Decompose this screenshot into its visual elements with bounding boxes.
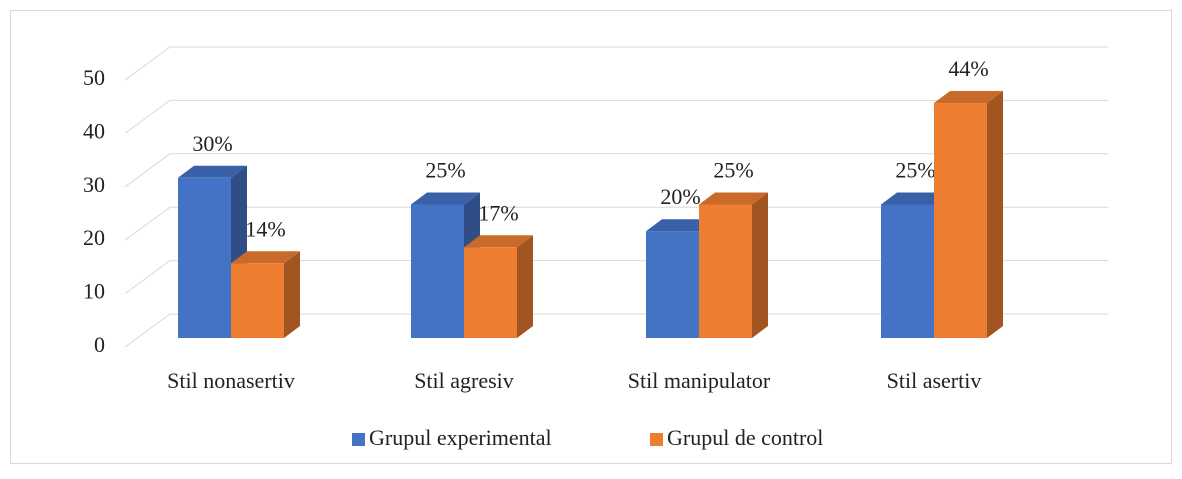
x-tick-label: Stil nonasertiv	[167, 368, 295, 393]
y-tick-label: 10	[83, 279, 105, 304]
grid-line	[124, 46, 1108, 81]
bar-top	[411, 192, 480, 205]
bar	[699, 204, 752, 338]
bar-top	[699, 192, 768, 205]
y-tick-label: 40	[83, 118, 105, 143]
grid-line	[124, 313, 1108, 348]
bar-top	[464, 235, 533, 248]
grid-line	[124, 206, 1108, 241]
data-label: 25%	[713, 158, 753, 183]
x-tick-label: Stil manipulator	[628, 368, 771, 393]
legend-swatch	[650, 433, 663, 446]
x-tick-label: Stil asertiv	[887, 368, 982, 393]
bar	[464, 247, 517, 338]
bar	[411, 204, 464, 338]
bar-top	[646, 219, 715, 232]
bar-top	[934, 91, 1003, 104]
y-tick-label: 0	[94, 332, 105, 357]
legend-swatch	[352, 433, 365, 446]
legend-label: Grupul experimental	[369, 425, 552, 450]
bar-side	[752, 192, 768, 338]
x-tick-label: Stil agresiv	[414, 368, 514, 393]
grid-line	[124, 260, 1108, 295]
data-label: 30%	[192, 131, 232, 156]
bar	[231, 263, 284, 338]
bar	[881, 204, 934, 338]
grid-line	[124, 99, 1108, 134]
grid-line	[124, 153, 1108, 188]
y-tick-label: 50	[83, 65, 105, 90]
bar-side	[987, 91, 1003, 338]
bar-side	[284, 251, 300, 338]
bar	[178, 177, 231, 338]
y-tick-label: 30	[83, 172, 105, 197]
data-label: 14%	[245, 216, 285, 241]
y-tick-label: 20	[83, 225, 105, 250]
legend-label: Grupul de control	[667, 425, 823, 450]
bar-side	[517, 235, 533, 338]
data-label: 25%	[895, 158, 935, 183]
bar	[646, 231, 699, 338]
bar-top	[178, 165, 247, 178]
data-label: 25%	[425, 158, 465, 183]
data-label: 44%	[948, 56, 988, 81]
data-label: 20%	[660, 184, 700, 209]
data-label: 17%	[478, 200, 518, 225]
bar-top	[231, 251, 300, 264]
bar-top	[881, 192, 950, 205]
bar	[934, 103, 987, 338]
